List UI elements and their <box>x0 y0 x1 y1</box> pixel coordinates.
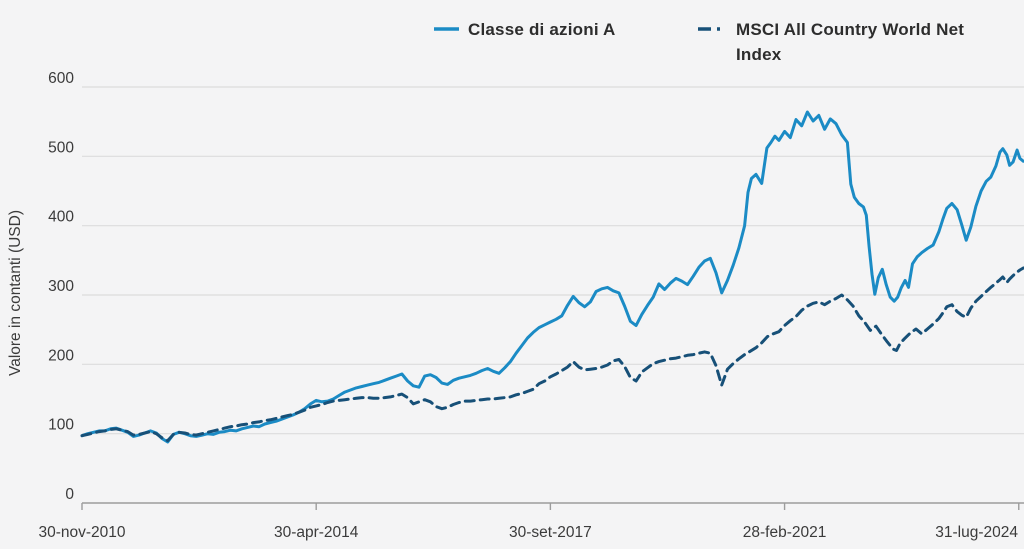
x-tick-label: 30-nov-2010 <box>38 524 125 541</box>
dash-dot-line-swatch-icon <box>698 27 727 31</box>
y-tick-label: 500 <box>48 139 74 156</box>
x-tick-label: 30-set-2017 <box>509 524 592 541</box>
y-tick-label: 600 <box>48 70 74 87</box>
y-tick-label: 300 <box>48 278 74 295</box>
y-axis-label: Valore in contanti (USD) <box>7 210 24 376</box>
legend-label-benchmark: MSCI All Country World Net Index <box>736 20 965 64</box>
chart-legend: Classe di azioni A MSCI All Country Worl… <box>0 0 1024 70</box>
gridlines <box>82 86 1024 435</box>
series-line-msci-all-country-world-net-index <box>80 266 1024 443</box>
legend-item-fund: Classe di azioni A <box>434 18 616 43</box>
legend-item-benchmark: MSCI All Country World Net Index <box>698 18 971 67</box>
x-tick-labels: 30-nov-2010 30-apr-2014 30-set-2017 28-feb-… <box>38 524 1018 541</box>
y-tick-label: 400 <box>48 209 74 226</box>
y-tick-label: 200 <box>48 347 74 364</box>
solid-line-swatch-icon <box>434 27 459 31</box>
y-tick-label: 100 <box>48 417 74 434</box>
x-tick-label: 28-feb-2021 <box>743 524 827 541</box>
y-tick-labels: 0 100 200 300 400 500 600 <box>48 70 74 503</box>
x-axis <box>81 502 1024 510</box>
series-line-classe-di-azioni-a <box>80 110 1024 444</box>
legend-label-fund: Classe di azioni A <box>468 20 616 39</box>
y-tick-label: 0 <box>65 486 74 503</box>
x-tick-label: 31-lug-2024 <box>935 524 1018 541</box>
x-tick-label: 30-apr-2014 <box>274 524 359 541</box>
